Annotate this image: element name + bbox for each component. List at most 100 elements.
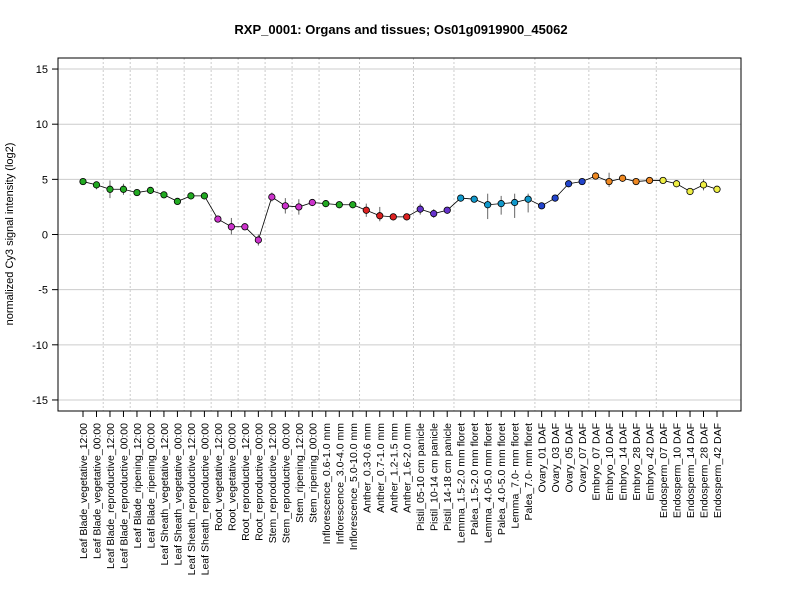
x-tick-label: Leaf Sheath_reproductive_12:00: [186, 423, 198, 576]
x-tick-label: Anther_1.6-2.0 mm: [402, 423, 414, 513]
data-point: [119, 185, 128, 193]
series: [79, 172, 721, 246]
data-point: [106, 185, 114, 193]
y-tick-label: 15: [36, 64, 48, 76]
x-tick-label: Root_vegetative_12:00: [213, 423, 225, 531]
data-point: [632, 177, 640, 186]
data-point: [214, 215, 222, 223]
x-tick-label: Endosperm_28 DAF: [699, 423, 711, 518]
x-axis: Leaf Blade_vegetative_12:00 Leaf Blade_ve…: [78, 411, 724, 575]
data-point: [497, 200, 505, 208]
x-tick-label: Endosperm_07 DAF: [658, 423, 670, 518]
x-tick-label: Embryo_10 DAF: [604, 423, 616, 501]
x-tick-label: Endosperm_42 DAF: [712, 423, 724, 518]
x-tick-label: Embryo_28 DAF: [631, 423, 643, 501]
x-tick-label: Leaf Blade_ripening_00:00: [145, 423, 157, 549]
data-point: [551, 194, 559, 202]
y-axis: -15 -10 -5 0 5 10 15: [32, 64, 58, 407]
y-tick-label: -15: [32, 395, 48, 407]
x-tick-label: Root_reproductive_12:00: [240, 423, 252, 541]
data-point: [686, 187, 694, 196]
x-tick-label: Leaf Sheath_vegetative_12:00: [159, 423, 171, 566]
grid: [58, 68, 741, 401]
x-tick-label: Embryo_07 DAF: [591, 423, 603, 501]
data-point: [524, 195, 532, 203]
x-tick-label: Ovary_07 DAF: [577, 423, 589, 492]
series-line: [82, 175, 718, 241]
x-tick-label: Palea_1.5-2.0 mm floret: [469, 423, 481, 535]
plot-frame: [57, 57, 742, 412]
x-tick-label: Inflorescence_0.6-1.0 mm: [321, 423, 333, 545]
data-point: [538, 202, 546, 210]
data-point: [268, 193, 276, 201]
y-tick-label: -10: [32, 340, 48, 352]
x-tick-label: Stem_ripening_00:00: [307, 423, 319, 523]
x-tick-label: Lemma_1.5-2.0 mm floret: [456, 423, 468, 543]
data-point: [227, 223, 235, 231]
x-tick-label: Stem_reproductive_00:00: [280, 423, 292, 543]
x-tick-label: Pistil_14-18 cm panicle: [442, 423, 454, 531]
data-point: [470, 195, 478, 203]
x-tick-label: Palea_4.0-5.0 mm floret: [496, 423, 508, 535]
data-point: [578, 177, 586, 186]
y-tick-label: 5: [42, 174, 48, 186]
data-point: [713, 185, 721, 193]
x-tick-label: Root_reproductive_00:00: [253, 423, 265, 541]
x-tick-label: Ovary_01 DAF: [537, 423, 549, 492]
data-point: [200, 192, 209, 200]
x-tick-label: Leaf Blade_reproductive_00:00: [118, 423, 130, 569]
data-point: [659, 176, 667, 185]
data-point: [160, 191, 168, 199]
x-tick-label: Leaf Blade_reproductive_12:00: [105, 423, 117, 569]
data-point: [308, 198, 316, 207]
x-tick-label: Inflorescence_3.0-4.0 mm: [334, 423, 346, 545]
x-tick-label: Anther_1.2-1.5 mm: [388, 423, 400, 513]
x-tick-label: Endosperm_14 DAF: [685, 423, 697, 518]
data-point: [591, 172, 600, 180]
x-tick-label: Leaf Blade_vegetative_00:00: [91, 423, 103, 559]
data-point: [241, 223, 249, 231]
group-separators: [102, 58, 657, 411]
data-point: [565, 180, 573, 188]
data-point: [376, 212, 384, 220]
x-tick-label: Ovary_03 DAF: [550, 423, 562, 492]
data-point: [403, 213, 411, 221]
y-tick-label: 0: [42, 230, 48, 242]
x-tick-label: Anther_0.7-1.0 mm: [375, 423, 387, 513]
data-point: [146, 186, 155, 194]
x-tick-label: Palea_7.0- mm floret: [523, 423, 535, 521]
data-point: [295, 203, 303, 211]
data-point: [362, 206, 370, 214]
x-tick-label: Embryo_14 DAF: [618, 423, 630, 501]
x-tick-label: Inflorescence_5.0-10.0 mm: [348, 423, 360, 550]
x-tick-label: Embryo_42 DAF: [645, 423, 657, 501]
data-point: [457, 194, 465, 202]
x-tick-label: Root_vegetative_00:00: [226, 423, 238, 531]
data-point: [511, 198, 519, 207]
y-axis-title: normalized Cy3 signal intensity (log2): [4, 143, 16, 326]
x-tick-label: Endosperm_10 DAF: [672, 423, 684, 518]
data-point: [618, 174, 627, 182]
data-point: [605, 177, 613, 186]
data-point: [173, 197, 182, 206]
data-point: [92, 181, 101, 189]
data-point: [699, 181, 708, 189]
x-tick-label: Pistil_05-10 cm panicle: [415, 423, 427, 531]
data-point: [349, 201, 357, 209]
data-point: [335, 201, 343, 209]
x-tick-label: Stem_reproductive_12:00: [267, 423, 279, 543]
x-tick-label: Pistil_10-14 cm panicle: [429, 423, 441, 531]
data-point: [281, 202, 289, 210]
data-point: [133, 188, 141, 197]
x-tick-label: Leaf Sheath_vegetative_00:00: [172, 423, 184, 566]
data-point: [79, 177, 87, 186]
data-point: [484, 201, 492, 209]
x-tick-label: Leaf Sheath_reproductive_00:00: [199, 423, 211, 576]
x-tick-label: Lemma_7.0- mm floret: [510, 423, 522, 529]
x-tick-label: Stem_ripening_12:00: [294, 423, 306, 523]
data-point: [443, 206, 451, 214]
data-point: [430, 209, 438, 218]
y-tick-label: -5: [38, 285, 48, 297]
x-tick-label: Ovary_05 DAF: [564, 423, 576, 492]
